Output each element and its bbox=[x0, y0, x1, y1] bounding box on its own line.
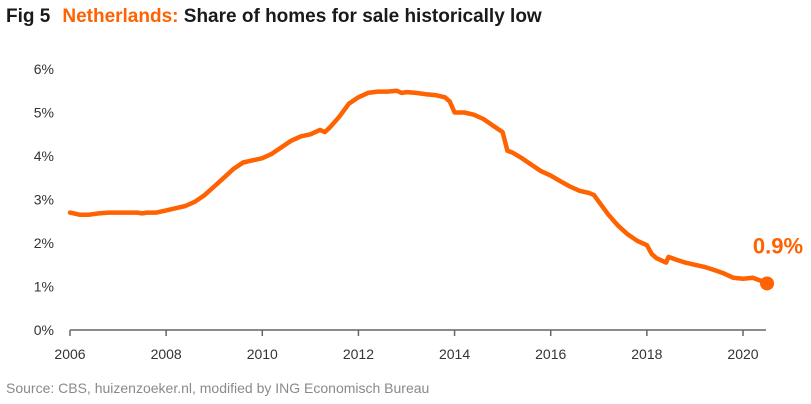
country-label: Netherlands: bbox=[62, 6, 179, 27]
x-tick-label: 2006 bbox=[54, 346, 85, 362]
y-tick-label: 4% bbox=[34, 148, 54, 164]
end-value-annotation: 0.9% bbox=[753, 233, 803, 258]
y-axis: 0% 1% 2% 3% 4% 5% 6% bbox=[34, 61, 54, 338]
y-tick-label: 0% bbox=[34, 322, 54, 338]
x-tick-label: 2020 bbox=[727, 346, 758, 362]
x-tick-label: 2008 bbox=[151, 346, 182, 362]
figure-number: Fig 5 bbox=[6, 6, 51, 27]
x-axis: 2006 2008 2010 2012 2014 2016 2018 2020 bbox=[54, 329, 766, 362]
y-tick-label: 1% bbox=[34, 279, 54, 295]
chart-heading: Fig 5 Netherlands: Share of homes for sal… bbox=[6, 6, 542, 28]
source-note: Source: CBS, huizenzoeker.nl, modified b… bbox=[6, 380, 430, 396]
x-tick-label: 2014 bbox=[439, 346, 470, 362]
series-line-share-homes-for-sale bbox=[67, 88, 770, 286]
x-tick-label: 2016 bbox=[535, 346, 566, 362]
y-tick-label: 5% bbox=[34, 105, 54, 121]
y-tick-label: 6% bbox=[34, 61, 54, 77]
x-tick-label: 2018 bbox=[631, 346, 662, 362]
y-tick-label: 2% bbox=[34, 235, 54, 251]
chart-title: Share of homes for sale historically low bbox=[183, 6, 542, 27]
y-tick-label: 3% bbox=[34, 192, 54, 208]
end-point-marker bbox=[760, 276, 775, 291]
x-tick-label: 2010 bbox=[247, 346, 278, 362]
x-tick-label: 2012 bbox=[343, 346, 374, 362]
